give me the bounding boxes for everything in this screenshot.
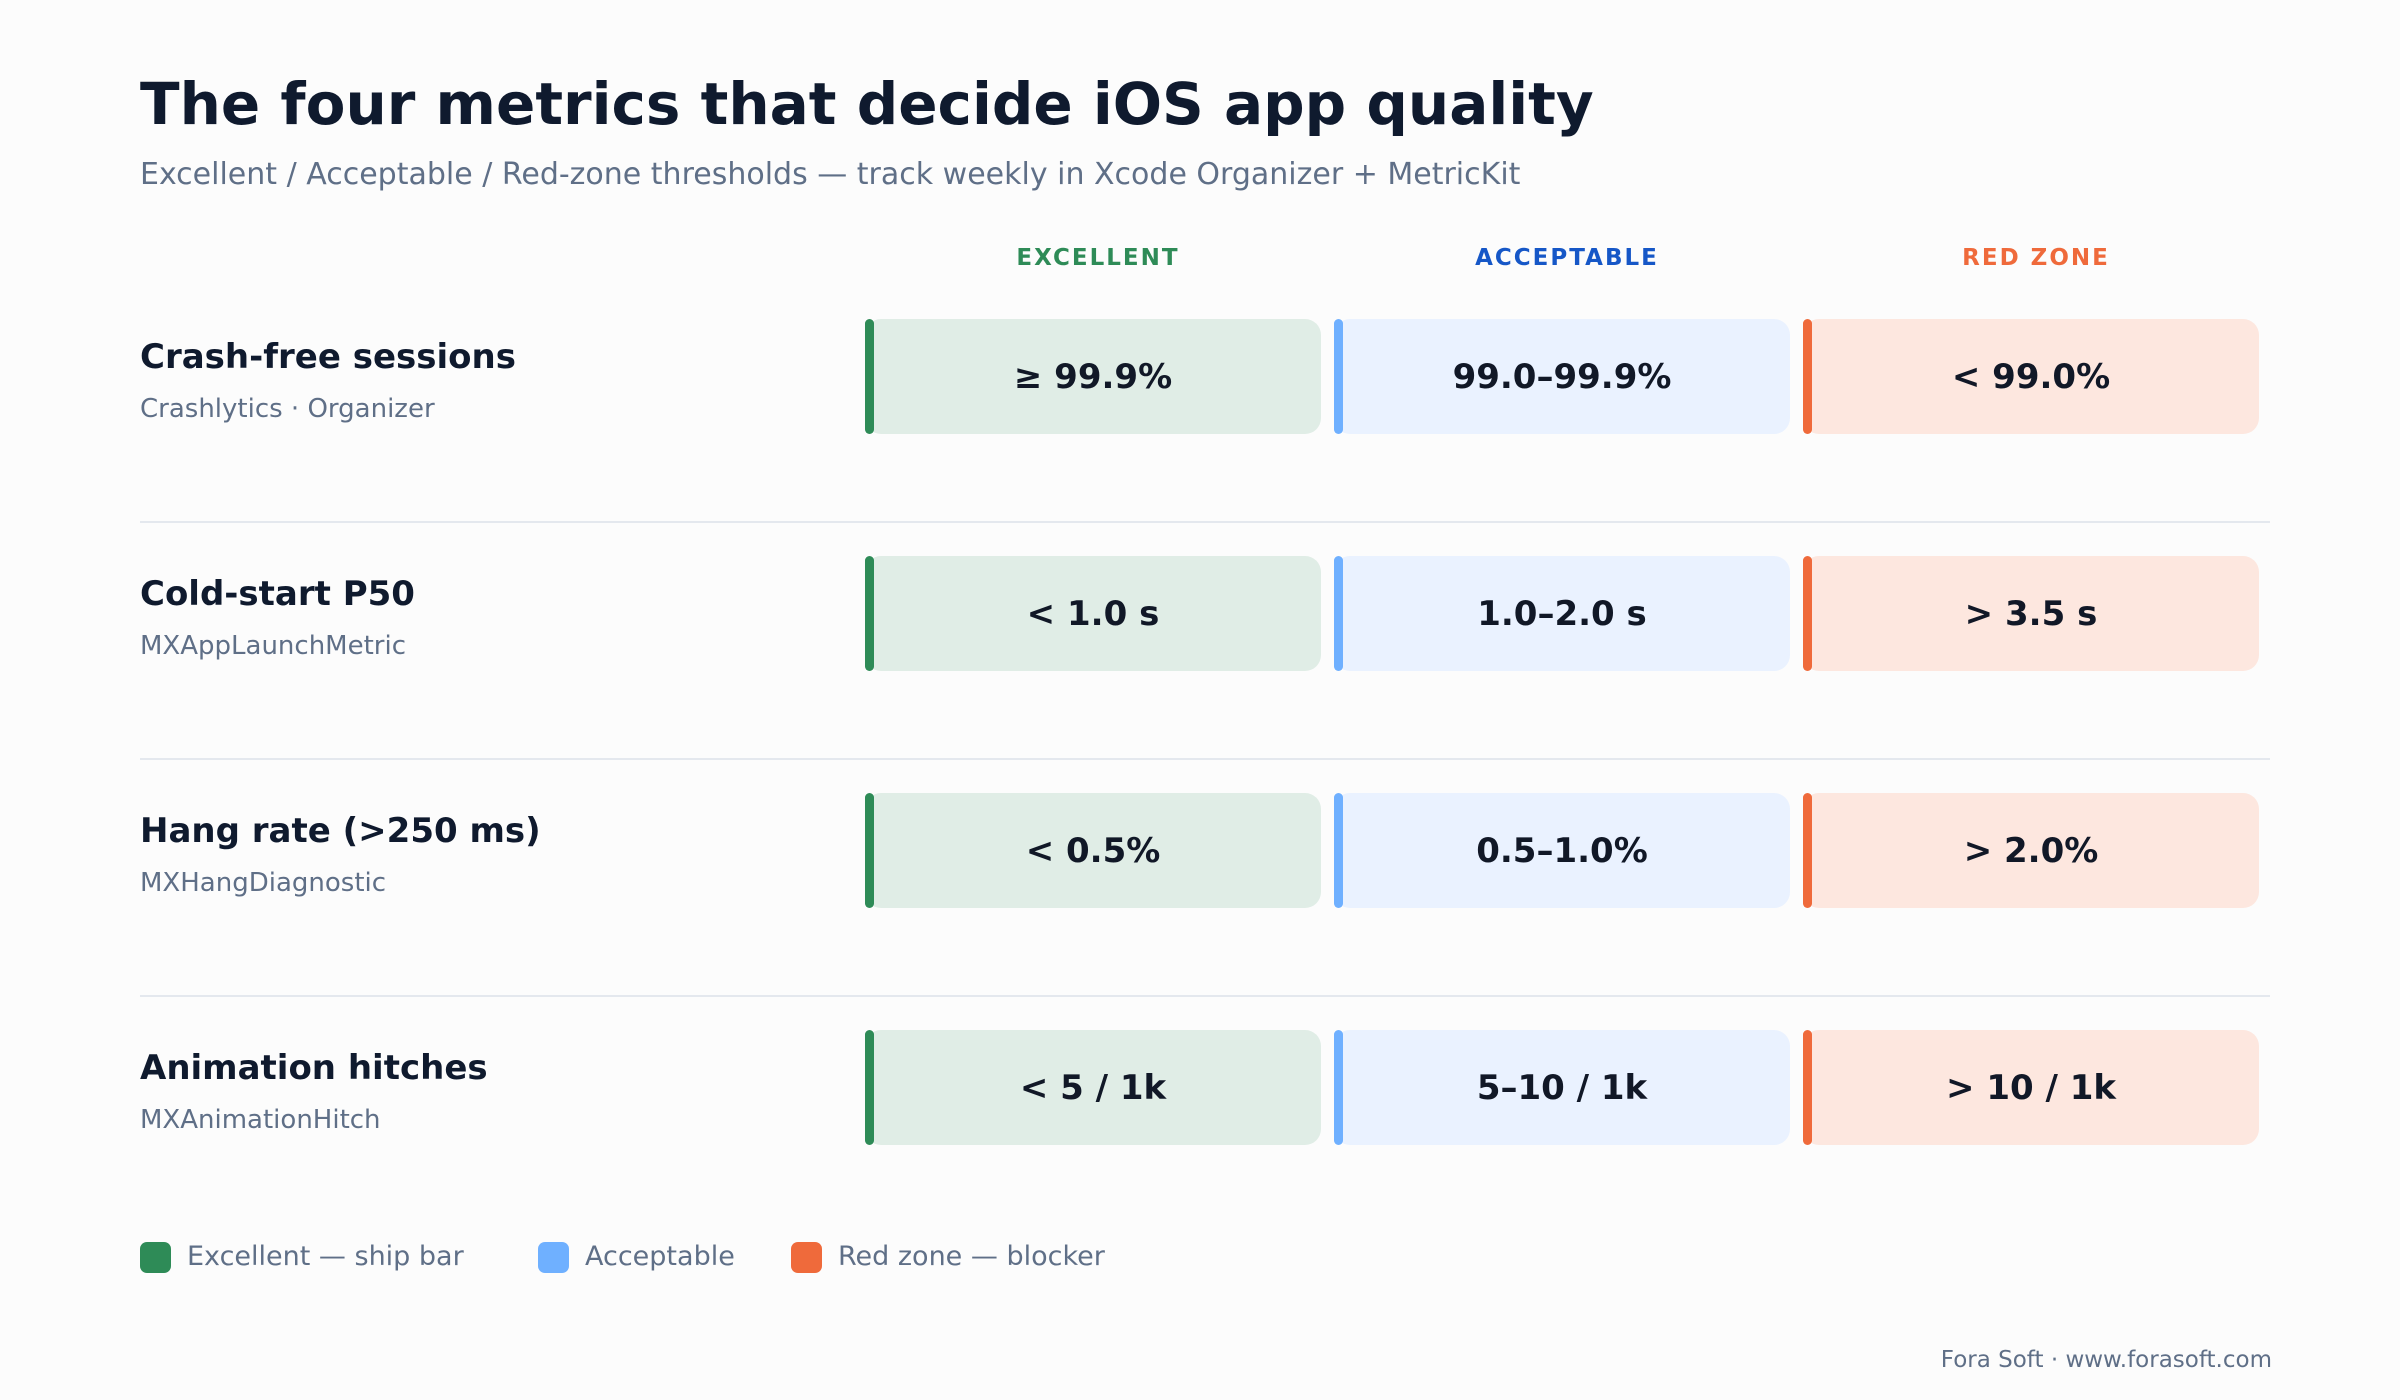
threshold-cell-red-zone: > 3.5 s — [1803, 556, 2259, 671]
page-title: The four metrics that decide iOS app qua… — [140, 70, 1594, 138]
legend-item-acceptable: Acceptable — [538, 1241, 735, 1273]
threshold-accent-bar — [1803, 556, 1812, 671]
threshold-value: < 99.0% — [1951, 356, 2111, 397]
threshold-cell-red-zone: > 2.0% — [1803, 793, 2259, 908]
legend-swatch — [538, 1241, 569, 1273]
threshold-accent-bar — [1334, 556, 1343, 671]
threshold-value: > 3.5 s — [1964, 593, 2098, 634]
threshold-cell-acceptable: 5–10 / 1k — [1334, 1030, 1790, 1145]
legend-swatch — [140, 1241, 171, 1273]
threshold-value: ≥ 99.9% — [1013, 356, 1173, 397]
threshold-cell-red-zone: > 10 / 1k — [1803, 1030, 2259, 1145]
threshold-cell-acceptable: 99.0–99.9% — [1334, 319, 1790, 434]
threshold-value: 0.5–1.0% — [1476, 830, 1648, 871]
threshold-cell-acceptable: 0.5–1.0% — [1334, 793, 1790, 908]
metric-source: MXHangDiagnostic — [140, 868, 387, 898]
threshold-cell-red-zone: < 99.0% — [1803, 319, 2259, 434]
threshold-accent-bar — [1334, 793, 1343, 908]
column-header-acceptable: ACCEPTABLE — [1475, 245, 1659, 271]
threshold-accent-bar — [1803, 319, 1812, 434]
threshold-accent-bar — [865, 319, 874, 434]
threshold-value: 99.0–99.9% — [1452, 356, 1672, 397]
threshold-value: > 10 / 1k — [1946, 1067, 2116, 1108]
legend-item-red-zone: Red zone — blocker — [791, 1241, 1105, 1273]
metric-source: Crashlytics · Organizer — [140, 394, 435, 424]
row-divider — [140, 758, 2270, 760]
row-divider — [140, 995, 2270, 997]
metric-name: Animation hitches — [140, 1048, 488, 1088]
metric-name: Cold-start P50 — [140, 574, 415, 614]
metric-source: MXAppLaunchMetric — [140, 631, 407, 661]
threshold-cell-excellent: < 0.5% — [865, 793, 1321, 908]
legend-label: Red zone — blocker — [838, 1241, 1105, 1272]
column-header-excellent: EXCELLENT — [1016, 245, 1180, 271]
threshold-value: 5–10 / 1k — [1476, 1067, 1648, 1108]
threshold-value: 1.0–2.0 s — [1477, 593, 1647, 634]
legend-swatch — [791, 1241, 822, 1273]
threshold-accent-bar — [865, 556, 874, 671]
threshold-accent-bar — [1334, 1030, 1343, 1145]
legend-item-excellent: Excellent — ship bar — [140, 1241, 464, 1273]
page-subtitle: Excellent / Acceptable / Red-zone thresh… — [140, 157, 1521, 192]
column-header-red-zone: RED ZONE — [1962, 245, 2110, 271]
threshold-value: < 5 / 1k — [1019, 1067, 1167, 1108]
threshold-value: > 2.0% — [1963, 830, 2099, 871]
threshold-cell-acceptable: 1.0–2.0 s — [1334, 556, 1790, 671]
threshold-accent-bar — [1803, 793, 1812, 908]
threshold-accent-bar — [1803, 1030, 1812, 1145]
threshold-accent-bar — [865, 793, 874, 908]
legend-label: Excellent — ship bar — [187, 1241, 464, 1272]
threshold-accent-bar — [1334, 319, 1343, 434]
footer-credit: Fora Soft · www.forasoft.com — [1940, 1347, 2272, 1373]
row-divider — [140, 521, 2270, 523]
threshold-accent-bar — [865, 1030, 874, 1145]
metric-source: MXAnimationHitch — [140, 1105, 381, 1135]
threshold-value: < 1.0 s — [1026, 593, 1160, 634]
threshold-cell-excellent: ≥ 99.9% — [865, 319, 1321, 434]
threshold-cell-excellent: < 5 / 1k — [865, 1030, 1321, 1145]
threshold-value: < 0.5% — [1025, 830, 1161, 871]
metric-name: Hang rate (>250 ms) — [140, 811, 541, 851]
legend-label: Acceptable — [585, 1241, 735, 1272]
metric-name: Crash-free sessions — [140, 337, 516, 377]
threshold-cell-excellent: < 1.0 s — [865, 556, 1321, 671]
